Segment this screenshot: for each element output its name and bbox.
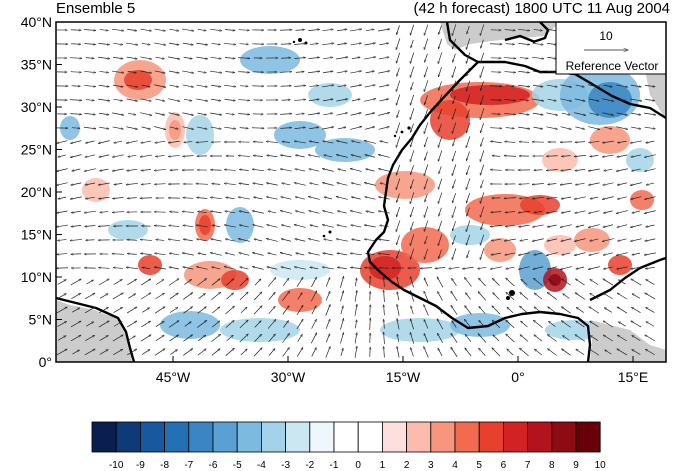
colorbar-swatch bbox=[212, 421, 238, 453]
colorbar-label: -8 bbox=[160, 460, 169, 471]
colorbar-label: -3 bbox=[281, 460, 290, 471]
colorbar-label: -9 bbox=[136, 460, 145, 471]
colorbar-label: -7 bbox=[184, 460, 193, 471]
colorbar-label: 6 bbox=[501, 460, 507, 471]
lon-label: 45°W bbox=[156, 369, 191, 385]
land-mask-top bbox=[440, 22, 560, 50]
colorbar-swatch bbox=[478, 421, 504, 453]
colorbar: -10 -9 -8 -7 -6 -5 -4 -3 -2 -1 0 1 2 3 4 5 6 7 8 9 10 bbox=[91, 421, 607, 471]
coastlines bbox=[56, 22, 666, 362]
colorbar-swatch bbox=[430, 421, 456, 453]
lat-label: 15°N bbox=[21, 227, 52, 243]
colorbar-swatch bbox=[188, 421, 214, 453]
iberia-coast bbox=[504, 34, 536, 44]
colorbar-swatch bbox=[381, 421, 407, 453]
europe-coast bbox=[532, 22, 550, 44]
colorbar-swatch bbox=[454, 421, 480, 453]
reference-vector-box: 10 Reference Vector bbox=[555, 22, 666, 75]
colorbar-label: 2 bbox=[404, 460, 410, 471]
colorbar-swatch bbox=[260, 421, 286, 453]
lat-label: 0° bbox=[39, 354, 52, 370]
colorbar-swatch bbox=[551, 421, 577, 453]
reference-vector-label: Reference Vector bbox=[566, 59, 659, 73]
lat-label: 30°N bbox=[21, 99, 52, 115]
anomaly-shading bbox=[60, 46, 654, 342]
colorbar-swatch bbox=[357, 421, 383, 453]
colorbar-swatch bbox=[575, 421, 601, 453]
forecast-time-title: (42 h forecast) 1800 UTC 11 Aug 2004 bbox=[413, 0, 670, 17]
lat-label: 25°N bbox=[21, 142, 52, 158]
map-panel: 10 Reference Vector bbox=[56, 22, 666, 362]
africa-atlantic-coast bbox=[366, 61, 592, 362]
colorbar-swatch bbox=[115, 421, 141, 453]
colorbar-label: 10 bbox=[595, 460, 607, 471]
colorbar-label: -6 bbox=[209, 460, 218, 471]
colorbar-label: 5 bbox=[476, 460, 482, 471]
south-america-coast bbox=[56, 296, 136, 362]
land-mask-bottom bbox=[56, 300, 132, 362]
colorbar-label: 1 bbox=[380, 460, 386, 471]
colorbar-swatch bbox=[502, 421, 528, 453]
colorbar-label: -1 bbox=[330, 460, 339, 471]
lat-label: 10°N bbox=[21, 269, 52, 285]
reference-vector-magnitude: 10 bbox=[599, 29, 613, 43]
lon-label: 15°E bbox=[618, 369, 649, 385]
lat-label: 40°N bbox=[21, 14, 52, 30]
colorbar-swatch bbox=[139, 421, 165, 453]
colorbar-swatch bbox=[527, 421, 553, 453]
longitude-axis: 45°W 30°W 15°W 0° 15°E bbox=[156, 356, 648, 385]
wind-vectors bbox=[56, 24, 656, 358]
lon-label: 0° bbox=[511, 369, 524, 385]
colorbar-label: 0 bbox=[355, 460, 361, 471]
africa-west-coast bbox=[445, 22, 666, 120]
colorbar-label: 9 bbox=[573, 460, 579, 471]
lat-label: 35°N bbox=[21, 57, 52, 73]
colorbar-label: 4 bbox=[452, 460, 458, 471]
colorbar-swatch bbox=[285, 421, 311, 453]
colorbar-label: -4 bbox=[257, 460, 266, 471]
colorbar-label: 3 bbox=[428, 460, 434, 471]
colorbar-swatch bbox=[406, 421, 432, 453]
colorbar-swatch bbox=[333, 421, 359, 453]
colorbar-swatch bbox=[164, 421, 190, 453]
lon-label: 30°W bbox=[271, 369, 306, 385]
lat-label: 20°N bbox=[21, 184, 52, 200]
colorbar-label: -5 bbox=[233, 460, 242, 471]
colorbar-label: -10 bbox=[109, 460, 124, 471]
lon-label: 15°W bbox=[386, 369, 421, 385]
colorbar-label: 8 bbox=[549, 460, 555, 471]
gulf-coast-east bbox=[589, 256, 666, 302]
colorbar-swatch bbox=[309, 421, 335, 453]
latitude-axis: 40°N 35°N 30°N 25°N 20°N 15°N 10°N 5°N 0° bbox=[21, 14, 62, 370]
colorbar-label: -2 bbox=[305, 460, 314, 471]
colorbar-label: 7 bbox=[525, 460, 531, 471]
colorbar-swatch bbox=[236, 421, 262, 453]
ensemble-title: Ensemble 5 bbox=[56, 0, 136, 17]
lat-label: 5°N bbox=[29, 312, 53, 328]
colorbar-swatch bbox=[91, 421, 117, 453]
